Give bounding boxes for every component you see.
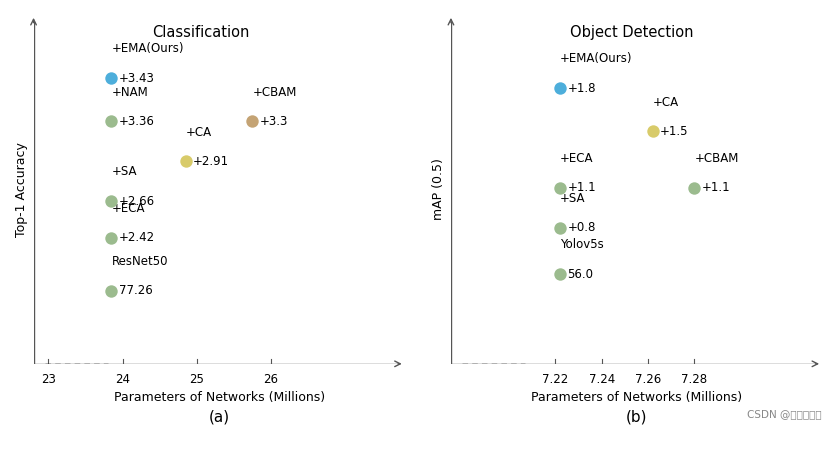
- Point: [553, 271, 566, 278]
- Point: [246, 118, 259, 125]
- Text: (a): (a): [208, 409, 229, 424]
- Text: +ECA: +ECA: [559, 152, 593, 165]
- Y-axis label: mAP (0.5): mAP (0.5): [432, 158, 445, 220]
- Text: +3.43: +3.43: [119, 71, 155, 85]
- Text: +CA: +CA: [186, 125, 212, 138]
- Text: +EMA(Ours): +EMA(Ours): [559, 52, 632, 65]
- Text: +1.8: +1.8: [567, 82, 595, 95]
- Point: [104, 75, 118, 82]
- Point: [104, 287, 118, 294]
- Point: [179, 158, 192, 165]
- Text: 77.26: 77.26: [119, 284, 152, 297]
- Point: [104, 197, 118, 205]
- Text: +NAM: +NAM: [111, 86, 148, 98]
- Text: +1.5: +1.5: [660, 125, 688, 138]
- Text: +1.1: +1.1: [701, 181, 730, 194]
- X-axis label: Parameters of Networks (Millions): Parameters of Networks (Millions): [530, 392, 742, 404]
- Text: +2.66: +2.66: [119, 195, 155, 207]
- Point: [104, 118, 118, 125]
- Text: +SA: +SA: [111, 165, 137, 178]
- Y-axis label: Top-1 Accuracy: Top-1 Accuracy: [15, 142, 28, 237]
- Text: +CBAM: +CBAM: [252, 86, 297, 98]
- Text: Object Detection: Object Detection: [569, 26, 692, 40]
- Text: Classification: Classification: [152, 26, 249, 40]
- Text: +EMA(Ours): +EMA(Ours): [111, 43, 184, 55]
- Text: +ECA: +ECA: [111, 202, 145, 215]
- Point: [553, 224, 566, 231]
- Text: +3.36: +3.36: [119, 115, 155, 128]
- Text: CSDN @迪菲赞尔曼: CSDN @迪菲赞尔曼: [747, 409, 821, 419]
- Text: +1.1: +1.1: [567, 181, 595, 194]
- Text: (b): (b): [625, 409, 646, 424]
- Text: +SA: +SA: [559, 192, 584, 205]
- Text: +0.8: +0.8: [567, 221, 595, 234]
- Point: [553, 84, 566, 92]
- Text: 56.0: 56.0: [567, 267, 593, 281]
- Text: +2.91: +2.91: [193, 155, 229, 168]
- Text: Yolov5s: Yolov5s: [559, 239, 603, 251]
- Text: +CA: +CA: [652, 96, 678, 109]
- Text: +CBAM: +CBAM: [694, 152, 738, 165]
- Point: [687, 184, 701, 191]
- X-axis label: Parameters of Networks (Millions): Parameters of Networks (Millions): [114, 392, 324, 404]
- Text: +3.3: +3.3: [259, 115, 288, 128]
- Point: [104, 234, 118, 241]
- Point: [553, 184, 566, 191]
- Text: ResNet50: ResNet50: [111, 255, 168, 268]
- Point: [645, 128, 659, 135]
- Text: +2.42: +2.42: [119, 231, 155, 244]
